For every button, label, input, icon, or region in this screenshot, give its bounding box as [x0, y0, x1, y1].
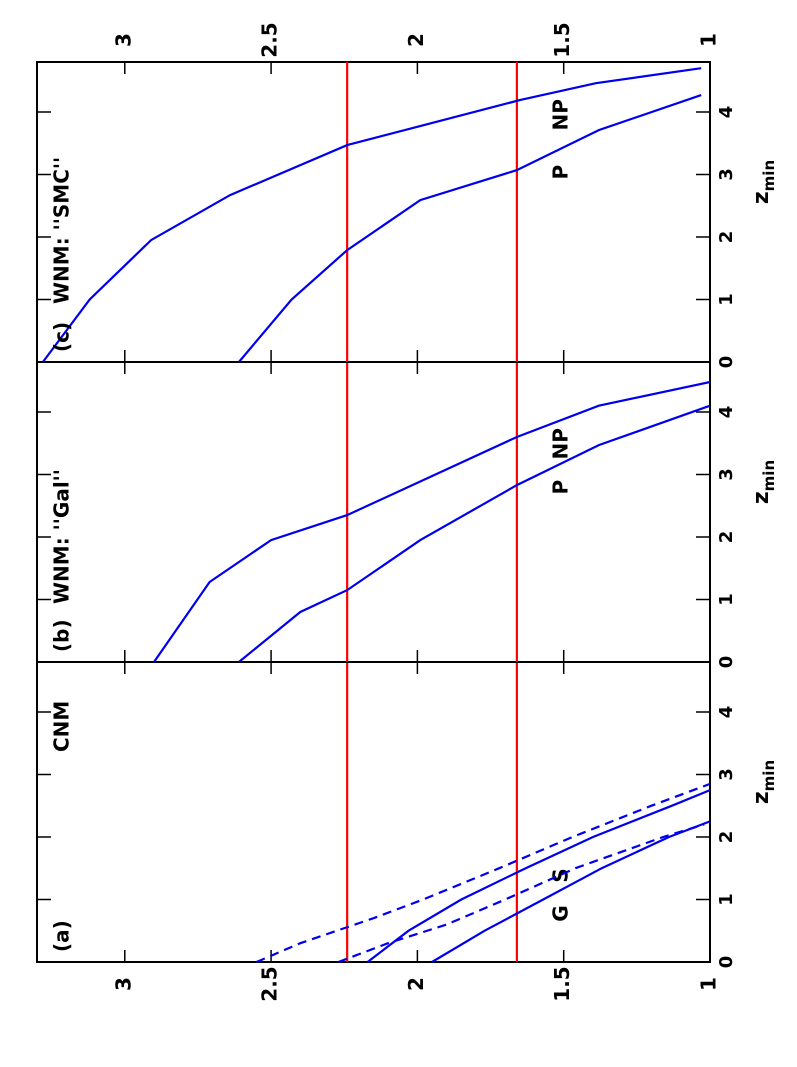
y-tick-label: 2.5: [258, 22, 282, 57]
panel-note: WNM: ''Gal'': [50, 469, 74, 604]
x-tick-label: 0: [716, 956, 737, 969]
y-tick-label: 3: [111, 33, 135, 47]
y-tick-label: 1.5: [550, 22, 574, 57]
series-label: P: [548, 165, 572, 180]
x-tick-label: 0: [716, 356, 737, 369]
x-tick-label: 2: [716, 531, 737, 544]
series-label: P: [548, 480, 572, 495]
x-tick-label: 3: [716, 168, 737, 181]
x-axis-label: zmin: [749, 760, 778, 804]
panel-frame: [36, 661, 711, 963]
data-line: [431, 820, 711, 963]
x-axis-label-main: z: [749, 191, 774, 204]
panel-frame: [36, 361, 711, 663]
panel-note: WNM: ''SMC'': [50, 157, 74, 304]
x-tick-label: 4: [716, 106, 737, 119]
panel-label: (c): [50, 322, 74, 352]
panel-note: CNM: [50, 701, 74, 752]
data-line: [42, 67, 702, 363]
x-tick-label: 0: [716, 656, 737, 669]
y-tick-label: 2.5: [258, 966, 282, 1001]
y-tick-label: 2: [404, 33, 428, 47]
x-axis-label-main: z: [749, 791, 774, 804]
data-line: [338, 823, 705, 964]
x-tick-label: 4: [716, 706, 737, 719]
y-tick-label: 2: [404, 977, 428, 991]
panel-label: (b): [50, 619, 74, 652]
x-tick-label: 1: [716, 293, 737, 306]
x-tick-label: 4: [716, 406, 737, 419]
series-label: NP: [548, 99, 572, 130]
x-tick-label: 3: [716, 468, 737, 481]
x-tick-label: 2: [716, 231, 737, 244]
x-axis-label-sub: min: [760, 160, 778, 191]
x-axis-label-sub: min: [760, 760, 778, 791]
x-tick-label: 1: [716, 893, 737, 906]
x-axis-label-main: z: [749, 491, 774, 504]
x-tick-label: 1: [716, 593, 737, 606]
x-axis-label-sub: min: [760, 460, 778, 491]
y-tick-label: 3: [111, 977, 135, 991]
y-tick-label: 1.5: [550, 966, 574, 1001]
x-tick-label: 3: [716, 768, 737, 781]
series-label: NP: [548, 428, 572, 459]
x-tick-label: 2: [716, 831, 737, 844]
data-line: [366, 789, 711, 963]
x-axis-label: zmin: [749, 160, 778, 204]
series-label: G: [548, 905, 572, 921]
y-tick-label: 1: [697, 977, 721, 991]
panel-frame: [36, 61, 711, 363]
data-line: [256, 782, 711, 964]
data-line: [153, 380, 711, 663]
data-line: [238, 94, 702, 363]
x-axis-label: zmin: [749, 460, 778, 504]
panel-label: (a): [50, 920, 74, 952]
data-line: [238, 404, 711, 663]
y-tick-label: 1: [697, 33, 721, 47]
